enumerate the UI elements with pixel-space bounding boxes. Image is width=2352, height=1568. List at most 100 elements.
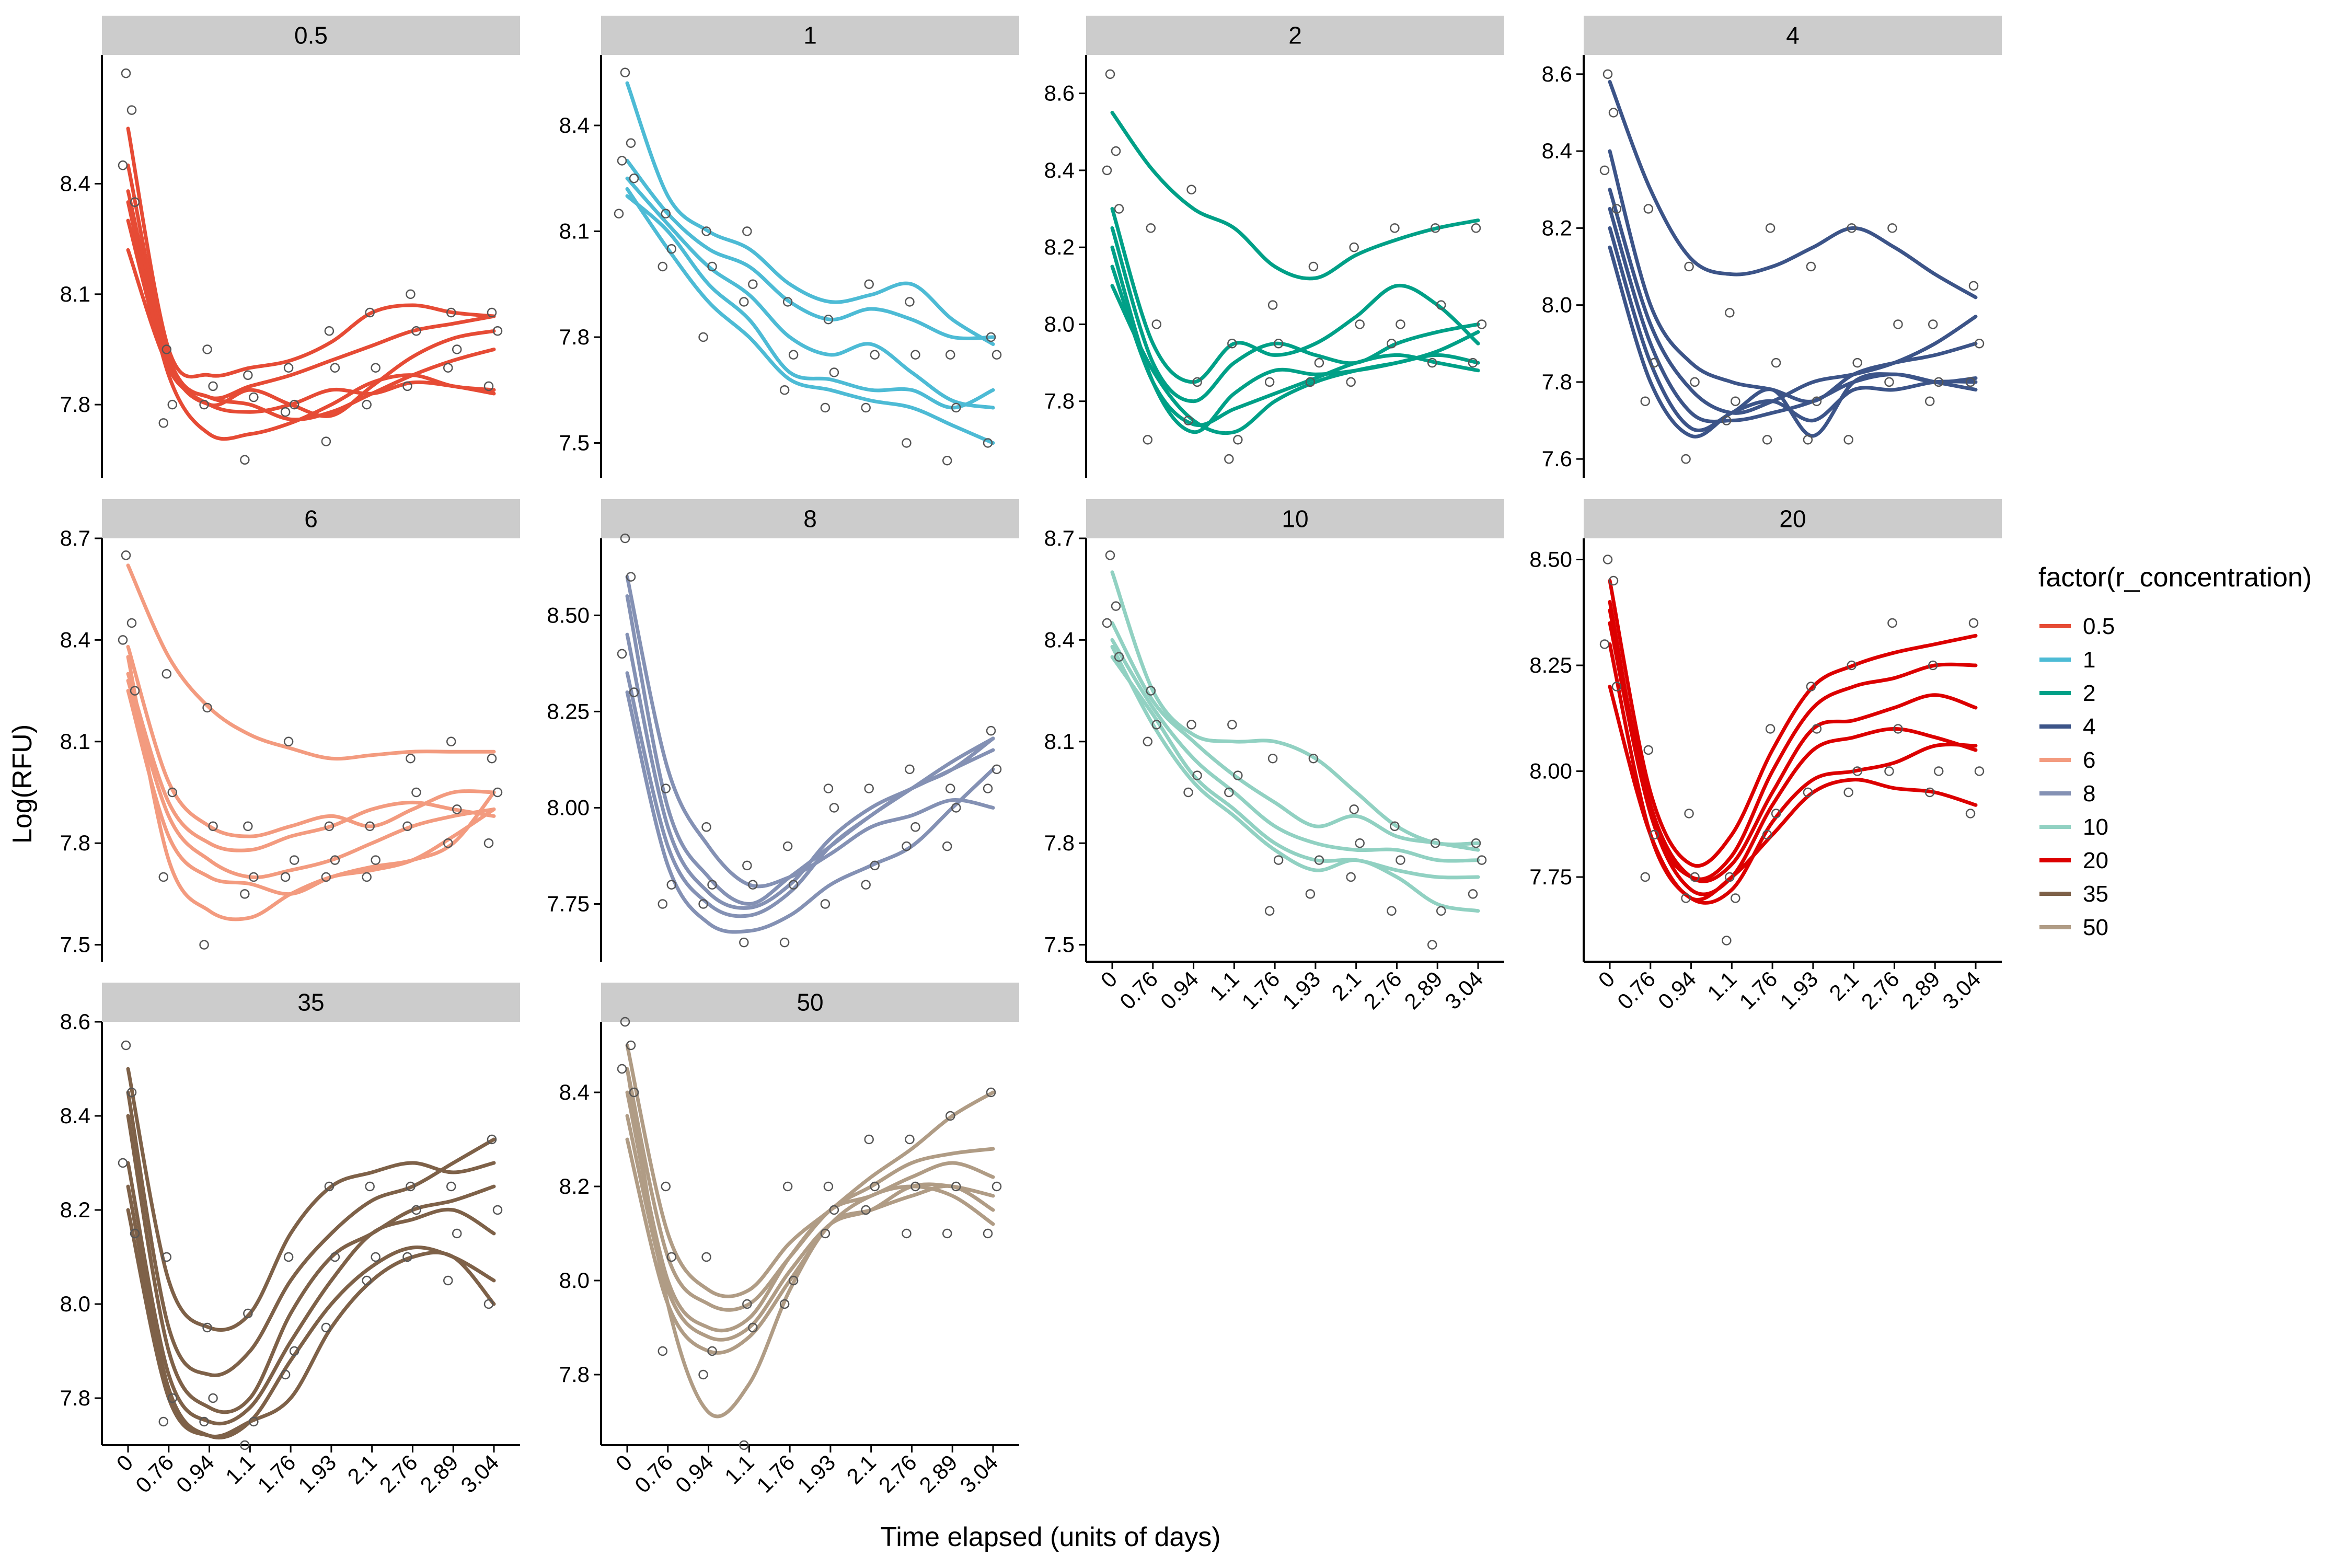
data-point [707, 1346, 717, 1356]
data-point [243, 370, 253, 381]
x-tick-label: 2.89 [1400, 966, 1447, 1014]
data-point [823, 783, 834, 793]
data-point [330, 363, 340, 373]
series-line [625, 1067, 995, 1419]
x-tick-label: 1.93 [1277, 966, 1325, 1014]
data-point [243, 821, 253, 832]
data-point [365, 1181, 375, 1192]
legend-label: 50 [2083, 915, 2108, 940]
data-point [130, 686, 140, 696]
x-tick-label: 2.76 [874, 1450, 921, 1497]
data-point [446, 736, 456, 747]
data-point [1843, 787, 1853, 798]
facet-strip-label: 10 [1282, 505, 1308, 533]
data-point [986, 1087, 996, 1098]
data-point [620, 67, 630, 77]
data-point [1233, 770, 1243, 780]
data-point [1762, 435, 1772, 445]
data-point [1884, 377, 1894, 387]
data-point [1146, 223, 1156, 233]
data-point [1893, 319, 1903, 329]
data-point [289, 855, 299, 865]
data-point [1965, 377, 1976, 387]
data-point [1264, 377, 1275, 387]
data-point [905, 297, 915, 307]
data-point [283, 736, 294, 747]
data-point [240, 455, 250, 465]
data-point [905, 1134, 915, 1145]
data-point [492, 326, 503, 336]
x-tick-label: 3.04 [1440, 966, 1488, 1014]
series-line [1110, 111, 1480, 281]
data-point [487, 753, 497, 764]
data-point [167, 787, 178, 798]
y-tick-label: 7.5 [559, 431, 590, 455]
data-point [487, 307, 497, 318]
data-point [779, 937, 790, 948]
x-tick-label: 0.94 [1653, 966, 1701, 1014]
data-point [1314, 358, 1324, 368]
series-line [126, 672, 496, 852]
x-tick-label: 1.93 [1775, 966, 1823, 1014]
data-point [411, 1205, 421, 1215]
x-tick-label: 2.76 [1359, 966, 1406, 1014]
data-point [121, 68, 131, 78]
series-line [126, 126, 496, 379]
data-point [902, 841, 912, 851]
series-line [625, 1090, 995, 1333]
data-point [283, 363, 294, 373]
data-point [942, 456, 952, 466]
series-line [1110, 570, 1480, 847]
data-point [1803, 787, 1813, 798]
x-tick-label: 1.1 [221, 1450, 260, 1489]
data-point [167, 1393, 178, 1403]
data-point [202, 1322, 212, 1333]
facet-panel-50: 50 7.8 8.0 8.2 8.4 00.760.94 1.11.761.93 2.12.7… [559, 983, 1019, 1497]
series-line [1110, 264, 1480, 427]
data-point [162, 668, 172, 679]
data-point [739, 937, 749, 948]
data-point [951, 402, 961, 413]
data-point [661, 1181, 671, 1192]
legend: factor(r_concentration) 0.5 1 2 4 6 8 10 20 35 50 [2038, 562, 2312, 940]
data-point [1111, 601, 1121, 611]
data-point [748, 279, 758, 289]
series-line [625, 176, 995, 410]
data-point [208, 1393, 218, 1403]
data-point [620, 1017, 630, 1027]
facet-strip [1584, 499, 2002, 538]
data-point [1390, 821, 1400, 832]
data-point [742, 860, 752, 871]
data-point [945, 1111, 955, 1121]
data-point [1771, 809, 1781, 818]
data-point [820, 402, 831, 413]
data-point [1722, 416, 1732, 425]
data-point [411, 787, 421, 798]
y-tick-label: 8.4 [60, 627, 90, 652]
data-point [1114, 204, 1124, 214]
data-point [371, 855, 381, 865]
facet-strip [601, 983, 1019, 1022]
data-point [1436, 906, 1446, 916]
y-tick-label: 7.8 [559, 325, 590, 349]
y-tick-label: 7.75 [1529, 864, 1572, 889]
x-tick-label: 1.1 [720, 1450, 759, 1489]
series-line [1110, 207, 1480, 384]
data-point [1974, 766, 1985, 776]
data-point [1264, 906, 1275, 916]
legend-entry-4: 4 [2039, 714, 2095, 740]
data-point [1765, 724, 1775, 734]
series-line [126, 248, 496, 414]
series-line [1110, 638, 1480, 863]
data-point [951, 1181, 961, 1192]
y-tick-label: 8.50 [547, 603, 590, 627]
y-tick-label: 7.8 [60, 831, 90, 855]
data-point [779, 385, 790, 395]
facet-strip-label: 8 [803, 505, 817, 533]
data-point [406, 289, 416, 299]
data-point [788, 350, 799, 360]
data-point [991, 350, 1002, 360]
series-line [1110, 644, 1480, 913]
y-tick-label: 8.7 [1044, 526, 1075, 550]
data-point [666, 880, 677, 890]
